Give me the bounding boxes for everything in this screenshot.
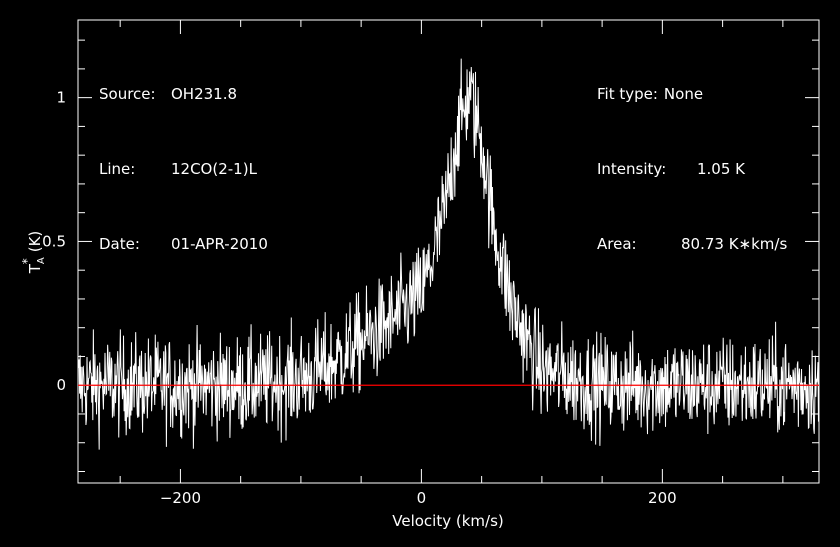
y-tick-label: 1 [56, 89, 66, 107]
date-value: 01-APR-2010 [171, 232, 268, 257]
info-panel-left: Source: OH231.8 Line: 12CO(2-1)L Date: 01-A… [99, 32, 268, 282]
source-row: Source: OH231.8 [99, 82, 268, 107]
intensity-value: 1.05 K [697, 157, 745, 182]
source-label: Source: [99, 82, 171, 107]
area-label: Area: [597, 232, 681, 257]
fit-value: None [664, 82, 703, 107]
svg-text:TA*(K): TA*(K) [20, 231, 47, 275]
x-tick-label: 0 [417, 489, 427, 507]
x-tick-label: −200 [160, 489, 201, 507]
info-panel-right: Fit type: None Intensity: 1.05 K Area: 80.7… [597, 32, 787, 282]
fit-row: Fit type: None [597, 82, 787, 107]
x-tick-label: 200 [648, 489, 677, 507]
intensity-label: Intensity: [597, 157, 697, 182]
area-row: Area: 80.73 K∗km/s [597, 232, 787, 257]
area-value: 80.73 K∗km/s [681, 232, 787, 257]
fit-label: Fit type: [597, 82, 658, 107]
y-tick-label: 0.5 [42, 232, 66, 250]
y-tick-label: 0 [56, 376, 66, 394]
date-label: Date: [99, 232, 171, 257]
x-axis-label: Velocity (km/s) [392, 512, 503, 530]
y-axis-label: TA*(K) [20, 231, 47, 275]
date-row: Date: 01-APR-2010 [99, 232, 268, 257]
source-value: OH231.8 [171, 82, 237, 107]
line-value: 12CO(2-1)L [171, 157, 257, 182]
line-label: Line: [99, 157, 171, 182]
line-row: Line: 12CO(2-1)L [99, 157, 268, 182]
intensity-row: Intensity: 1.05 K [597, 157, 787, 182]
